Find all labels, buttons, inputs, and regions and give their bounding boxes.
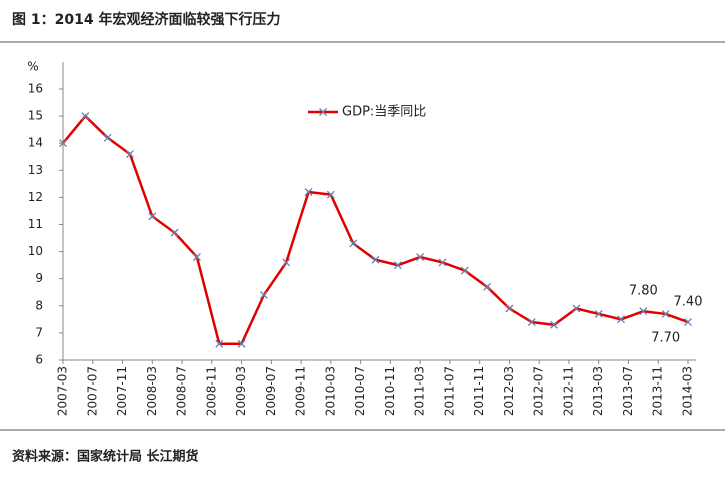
x-tick-label: 2010-03 [323, 366, 337, 416]
y-tick-label: 10 [28, 244, 43, 258]
marker [460, 266, 469, 275]
x-tick-label: 2009-11 [294, 366, 308, 416]
x-tick-label: 2009-07 [264, 366, 278, 416]
marker [148, 212, 157, 221]
y-axis-label: % [27, 60, 38, 74]
marker [59, 139, 67, 148]
marker [237, 339, 246, 348]
data-label: 7.80 [629, 284, 658, 299]
x-tick-label: 2008-03 [145, 366, 159, 416]
x-tick-label: 2013-11 [651, 366, 665, 416]
marker [527, 318, 536, 327]
x-tick-label: 2007-07 [85, 366, 99, 416]
y-tick-label: 9 [35, 271, 43, 285]
data-label: 7.40 [674, 295, 703, 310]
x-tick-label: 2007-11 [115, 366, 129, 416]
x-tick-label: 2012-11 [561, 366, 575, 416]
marker [81, 112, 90, 121]
marker [684, 318, 692, 327]
marker [550, 320, 559, 329]
marker [438, 258, 447, 267]
source: 资料来源：国家统计局 长江期货 [12, 449, 199, 465]
x-tick-label: 2008-07 [175, 366, 189, 416]
marker [483, 282, 492, 291]
marker [572, 304, 581, 313]
x-tick-label: 2013-03 [591, 366, 605, 416]
y-tick-label: 14 [28, 136, 43, 150]
y-tick-label: 13 [28, 163, 43, 177]
x-tick-label: 2013-07 [621, 366, 635, 416]
marker [259, 291, 268, 299]
x-tick-label: 2009-03 [234, 366, 248, 416]
marker [192, 253, 201, 261]
x-tick-label: 2012-07 [532, 366, 546, 416]
marker [416, 253, 425, 261]
marker [349, 239, 358, 248]
legend-label: GDP:当季同比 [342, 105, 426, 120]
x-tick-label: 2010-07 [353, 366, 367, 416]
marker [170, 228, 179, 237]
marker [126, 150, 134, 158]
y-tick-label: 7 [35, 325, 43, 339]
x-tick-label: 2011-07 [442, 366, 456, 416]
x-tick-label: 2011-03 [413, 366, 427, 416]
y-tick-label: 12 [28, 190, 43, 204]
y-tick-label: 8 [35, 298, 43, 312]
x-tick-label: 2010-11 [383, 366, 397, 416]
marker [661, 309, 670, 318]
marker [505, 304, 514, 313]
data-label: 7.70 [651, 330, 680, 345]
marker [215, 339, 224, 348]
marker [103, 133, 112, 142]
marker [304, 188, 313, 196]
marker [617, 315, 625, 324]
marker [282, 258, 291, 267]
x-tick-label: 2011-11 [472, 366, 486, 416]
y-tick-label: 11 [28, 217, 43, 231]
x-tick-label: 2014-03 [681, 366, 695, 416]
legend-marker [319, 108, 327, 116]
y-tick-label: 6 [35, 353, 43, 367]
chart-title: 图 1：2014 年宏观经济面临较强下行压力 [12, 11, 280, 28]
x-tick-label: 2008-11 [204, 366, 218, 416]
series-line [62, 114, 689, 345]
y-tick-label: 16 [28, 82, 43, 96]
marker [393, 261, 402, 270]
marker [371, 255, 380, 264]
marker [594, 309, 603, 318]
marker [639, 307, 648, 316]
x-tick-label: 2007-03 [56, 366, 70, 416]
y-tick-label: 15 [28, 109, 43, 123]
marker [326, 190, 335, 199]
x-tick-label: 2012-03 [502, 366, 516, 416]
